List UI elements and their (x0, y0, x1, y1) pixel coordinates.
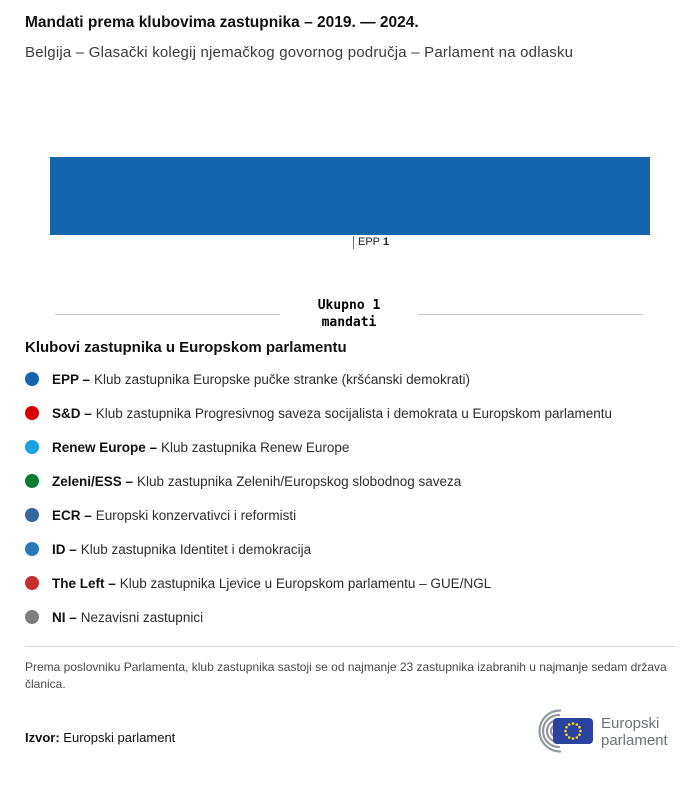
divider-line-left (55, 313, 280, 315)
legend-desc: Klub zastupnika Europske pučke stranke (… (94, 371, 470, 387)
total-mandates-label: Ukupno 1 mandati (280, 297, 419, 331)
legend-item-renew: Renew Europe – Klub zastupnika Renew Euro… (25, 439, 675, 455)
legend-item-sd: S&D – Klub zastupnika Progresivnog saveza… (25, 405, 675, 421)
bar-segment-epp (50, 157, 650, 235)
eu-flag-icon (553, 718, 593, 744)
ecr-color-dot (25, 508, 39, 522)
page-subtitle: Belgija – Glasački kolegij njemačkog gov… (25, 44, 574, 61)
total-divider: Ukupno 1 mandati (55, 297, 643, 331)
legend-abbr: EPP – (52, 371, 91, 387)
legend-heading: Klubovi zastupnika u Europskom parlament… (25, 339, 347, 356)
logo-text-line2: parlament (601, 732, 669, 749)
ni-color-dot (25, 610, 39, 624)
page-title: Mandati prema klubovima zastupnika – 201… (25, 14, 419, 31)
tick-group-name: EPP (358, 236, 381, 248)
legend-abbr: ID – (52, 541, 77, 557)
source-value: Europski parlament (63, 730, 176, 745)
legend-item-id: ID – Klub zastupnika Identitet i demokrac… (25, 541, 675, 557)
theleft-color-dot (25, 576, 39, 590)
source-line: Izvor: Europski parlament (25, 730, 175, 745)
legend-item-ni: NI – Nezavisni zastupnici (25, 609, 675, 625)
infographic-page: Mandati prema klubovima zastupnika – 201… (25, 14, 675, 753)
legend-desc: Klub zastupnika Progresivnog saveza soci… (95, 405, 613, 421)
bar-tick-area: EPP 1 (50, 235, 650, 253)
greens-color-dot (25, 474, 39, 488)
legend-item-theleft: The Left – Klub zastupnika Ljevice u Euro… (25, 575, 675, 591)
total-line-2: mandati (321, 315, 377, 330)
legend-list: EPP – Klub zastupnika Europske pučke stra… (25, 371, 675, 625)
legend-abbr: ECR – (52, 507, 92, 523)
mandates-chart: EPP 1 (25, 157, 675, 253)
bar-tick-label: EPP 1 (353, 236, 389, 249)
legend-abbr: NI – (52, 609, 77, 625)
footnote: Prema poslovniku Parlamenta, klub zastup… (25, 660, 667, 691)
mandates-bar (50, 157, 650, 235)
legend-abbr: Renew Europe – (52, 439, 158, 455)
legend-desc: Klub zastupnika Renew Europe (161, 439, 350, 455)
legend-item-greens: Zeleni/ESS – Klub zastupnika Zelenih/Euro… (25, 473, 675, 489)
legend-desc: Nezavisni zastupnici (80, 609, 204, 625)
epp-color-dot (25, 372, 39, 386)
legend-abbr: S&D – (52, 405, 92, 421)
id-color-dot (25, 542, 39, 556)
european-parliament-logo: Europski parlament (538, 709, 669, 753)
legend-item-ecr: ECR – Europski konzervativci i reformisti (25, 507, 675, 523)
bottom-row: Izvor: Europski parlament (25, 709, 675, 753)
legend-desc: Klub zastupnika Zelenih/Europskog slobod… (137, 473, 462, 489)
legend-item-epp: EPP – Klub zastupnika Europske pučke stra… (25, 371, 675, 387)
legend-desc: Europski konzervativci i reformisti (95, 507, 297, 523)
legend-abbr: Zeleni/ESS – (52, 473, 134, 489)
source-label: Izvor: (25, 730, 60, 745)
divider-line-right (418, 313, 643, 315)
tick-group-value: 1 (383, 236, 390, 248)
legend-desc: Klub zastupnika Identitet i demokracija (80, 541, 312, 557)
legend-abbr: The Left – (52, 575, 116, 591)
sd-color-dot (25, 406, 39, 420)
renew-color-dot (25, 440, 39, 454)
legend-desc: Klub zastupnika Ljevice u Europskom parl… (119, 575, 492, 591)
footer-divider (25, 646, 675, 647)
logo-text-line1: Europski (601, 715, 659, 732)
total-line-1: Ukupno 1 (317, 298, 381, 313)
